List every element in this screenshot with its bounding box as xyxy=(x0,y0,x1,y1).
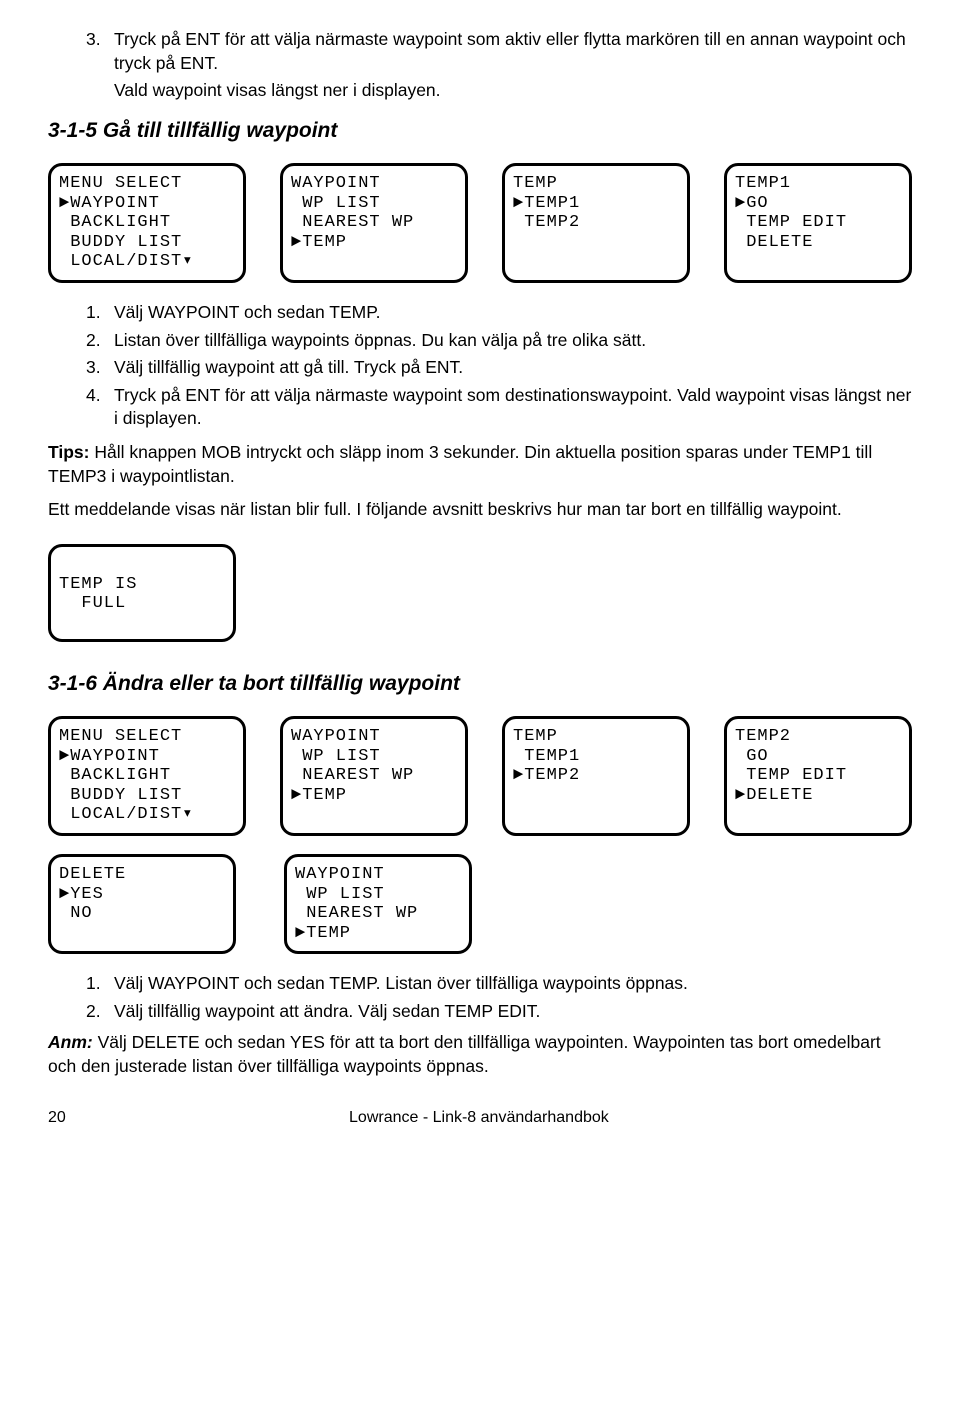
lcd-menu-select: MENU SELECT ►WAYPOINT BACKLIGHT BUDDY LI… xyxy=(48,163,246,283)
lcd-row-2: MENU SELECT ►WAYPOINT BACKLIGHT BUDDY LI… xyxy=(48,716,912,836)
step-text: Listan över tillfälliga waypoints öppnas… xyxy=(114,329,912,353)
lcd-temp-is-full: TEMP IS FULL xyxy=(48,544,236,642)
step-text: Välj WAYPOINT och sedan TEMP. xyxy=(114,301,912,325)
lcd-row-1: MENU SELECT ►WAYPOINT BACKLIGHT BUDDY LI… xyxy=(48,163,912,283)
lcd-waypoint-3: WAYPOINT WP LIST NEAREST WP ►TEMP xyxy=(284,854,472,954)
lcd-waypoint: WAYPOINT WP LIST NEAREST WP ►TEMP xyxy=(280,163,468,283)
lcd-temp-list: TEMP ►TEMP1 TEMP2 xyxy=(502,163,690,283)
step-num: 3. xyxy=(86,356,114,380)
tips-label: Tips: xyxy=(48,442,90,462)
full-message: Ett meddelande visas när listan blir ful… xyxy=(48,498,912,522)
lcd-temp1-actions: TEMP1 ►GO TEMP EDIT DELETE xyxy=(724,163,912,283)
section-heading-315: 3-1-5 Gå till tillfällig waypoint xyxy=(48,117,912,145)
tips-body: Håll knappen MOB intryckt och släpp inom… xyxy=(48,442,872,486)
anm-label: Anm: xyxy=(48,1032,93,1052)
steps-list-1: 1. Välj WAYPOINT och sedan TEMP. 2. List… xyxy=(48,301,912,431)
lcd-temp2-actions: TEMP2 GO TEMP EDIT ►DELETE xyxy=(724,716,912,836)
steps-list-2: 1. Välj WAYPOINT och sedan TEMP. Listan … xyxy=(48,972,912,1023)
tips-paragraph: Tips: Håll knappen MOB intryckt och släp… xyxy=(48,441,912,488)
anm-body: Välj DELETE och sedan YES för att ta bor… xyxy=(48,1032,881,1076)
page-number: 20 xyxy=(48,1107,66,1129)
step-num: 1. xyxy=(86,972,114,996)
step-num: 4. xyxy=(86,384,114,431)
footer-title: Lowrance - Link-8 användarhandbok xyxy=(349,1107,609,1129)
step-num: 2. xyxy=(86,329,114,353)
lcd-row-3: DELETE ►YES NO WAYPOINT WP LIST NEAREST … xyxy=(48,854,912,954)
page-footer: 20 Lowrance - Link-8 användarhandbok xyxy=(48,1107,912,1129)
intro-block: 3. Tryck på ENT för att välja närmaste w… xyxy=(48,28,912,103)
step-text: Välj WAYPOINT och sedan TEMP. Listan öve… xyxy=(114,972,912,996)
section-heading-316: 3-1-6 Ändra eller ta bort tillfällig way… xyxy=(48,670,912,698)
step-text: Tryck på ENT för att välja närmaste wayp… xyxy=(114,384,912,431)
step-num: 2. xyxy=(86,1000,114,1024)
step-num: 1. xyxy=(86,301,114,325)
anm-paragraph: Anm: Välj DELETE och sedan YES för att t… xyxy=(48,1031,912,1078)
lcd-temp-list-2: TEMP TEMP1 ►TEMP2 xyxy=(502,716,690,836)
lcd-menu-select-2: MENU SELECT ►WAYPOINT BACKLIGHT BUDDY LI… xyxy=(48,716,246,836)
lcd-delete-confirm: DELETE ►YES NO xyxy=(48,854,236,954)
step-text: Välj tillfällig waypoint att ändra. Välj… xyxy=(114,1000,912,1024)
step-text: Välj tillfällig waypoint att gå till. Tr… xyxy=(114,356,912,380)
lcd-row-full: TEMP IS FULL xyxy=(48,544,912,642)
lcd-waypoint-2: WAYPOINT WP LIST NEAREST WP ►TEMP xyxy=(280,716,468,836)
intro-text-2: Vald waypoint visas längst ner i display… xyxy=(114,79,912,103)
intro-text-1: Tryck på ENT för att välja närmaste wayp… xyxy=(114,28,912,75)
intro-num: 3. xyxy=(86,28,114,75)
